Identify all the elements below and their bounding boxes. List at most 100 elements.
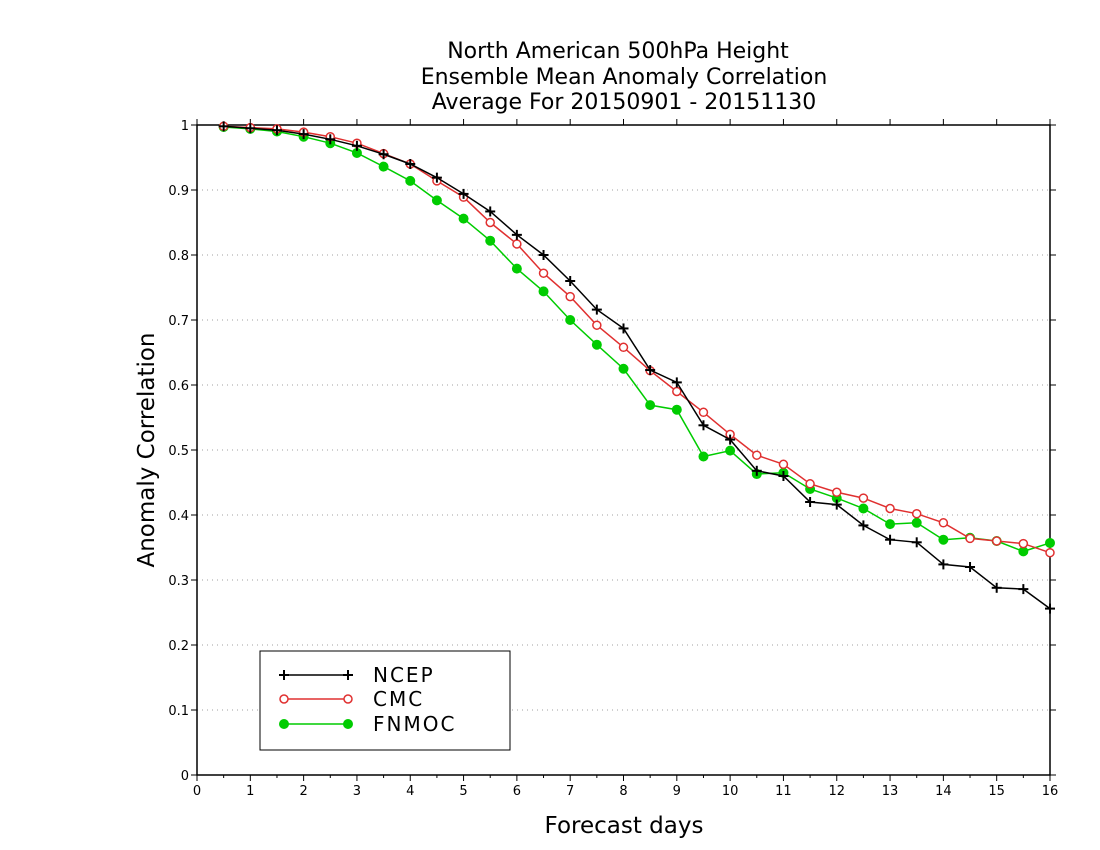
data-point-ncep [858, 520, 869, 531]
data-point-ncep [485, 206, 496, 217]
series-cmc [218, 121, 1055, 558]
series-ncep [218, 121, 1055, 614]
x-tick-label: 7 [566, 784, 574, 799]
data-point-cmc [592, 320, 602, 330]
legend-marker-fnmoc [343, 719, 353, 729]
y-axis-label: Anomaly Correlation [134, 332, 160, 567]
data-point-ncep [725, 434, 736, 445]
x-tick-label: 14 [935, 784, 952, 799]
data-point-cmc [485, 217, 495, 228]
series-line-ncep [223, 125, 1051, 610]
series-fnmoc [218, 121, 1055, 557]
legend-entry-fnmoc: FNMOC [279, 712, 456, 736]
data-point-ncep [698, 420, 709, 431]
data-point-cmc [1018, 538, 1029, 549]
data-point-ncep [298, 129, 309, 140]
x-tick-label: 8 [619, 784, 627, 799]
legend-entry-ncep: NCEP [279, 663, 435, 687]
data-point-fnmoc [511, 263, 522, 274]
legend-label-cmc: CMC [373, 687, 424, 711]
x-tick-label: 11 [775, 784, 792, 799]
legend-marker-cmc [343, 694, 353, 704]
data-point-ncep [645, 365, 656, 376]
data-point-fnmoc [565, 315, 576, 325]
data-point-ncep [218, 121, 229, 132]
data-point-ncep [458, 188, 469, 199]
x-axis-label: Forecast days [545, 813, 704, 839]
data-point-cmc [752, 450, 762, 460]
y-tick-label: 0.9 [168, 184, 189, 199]
data-point-fnmoc [645, 400, 656, 411]
data-point-ncep [325, 134, 336, 145]
legend-marker-cmc [279, 694, 289, 704]
series-line-fnmoc [223, 126, 1051, 553]
y-tick-label: 0.2 [168, 639, 189, 654]
data-point-cmc [832, 487, 842, 497]
data-point-fnmoc [405, 175, 416, 186]
data-point-cmc [698, 407, 709, 418]
data-point-ncep [351, 140, 362, 151]
x-tick-label: 5 [459, 784, 467, 799]
data-point-fnmoc [911, 517, 922, 528]
chart-title: North American 500hPa Height Ensemble Me… [421, 39, 828, 115]
legend-marker-ncep [279, 670, 289, 680]
data-point-fnmoc [885, 519, 896, 530]
data-point-ncep [991, 582, 1002, 593]
data-point-ncep [511, 229, 522, 240]
data-point-ncep [565, 276, 576, 286]
title-line-1: North American 500hPa Height [447, 39, 789, 64]
data-point-ncep [1018, 584, 1029, 595]
y-tick-label: 0.5 [168, 444, 189, 459]
y-tick-label: 0.1 [168, 704, 189, 719]
data-point-cmc [938, 518, 949, 528]
data-point-fnmoc [725, 445, 736, 456]
title-line-2: Ensemble Mean Anomaly Correlation [421, 65, 828, 90]
data-point-ncep [271, 125, 282, 136]
y-tick-label: 0.7 [168, 314, 189, 329]
data-point-ncep [405, 159, 416, 169]
data-point-cmc [885, 503, 895, 514]
data-point-fnmoc [458, 213, 469, 224]
legend-label-fnmoc: FNMOC [373, 712, 456, 736]
legend-marker-fnmoc [279, 719, 289, 729]
data-point-cmc [911, 508, 922, 519]
data-point-ncep [831, 499, 842, 510]
x-tick-label: 12 [828, 784, 845, 799]
data-point-fnmoc [378, 161, 389, 172]
data-point-cmc [672, 386, 682, 397]
y-tick-label: 0.8 [168, 249, 189, 264]
data-point-cmc [538, 268, 549, 278]
legend-box [259, 650, 511, 751]
title-line-3: Average For 20150901 - 20151130 [432, 90, 817, 115]
legend-label-ncep: NCEP [373, 663, 435, 687]
legend-entry-cmc: CMC [279, 687, 424, 711]
data-point-ncep [431, 172, 442, 183]
y-tick-label: 0.6 [168, 379, 189, 394]
data-point-cmc [1045, 547, 1055, 558]
data-point-ncep [618, 323, 629, 334]
data-point-ncep [591, 304, 602, 315]
y-tick-label: 0.4 [168, 509, 189, 524]
x-tick-label: 16 [1042, 784, 1059, 799]
data-point-ncep [1045, 603, 1055, 614]
data-point-fnmoc [538, 286, 549, 297]
data-point-fnmoc [671, 404, 682, 415]
x-tick-label: 13 [882, 784, 899, 799]
data-point-ncep [378, 149, 389, 160]
x-axis: 0 1 2 3 4 5 6 7 8 9 10 11 12 13 14 15 16 [193, 119, 1058, 799]
legend-marker-ncep [343, 670, 353, 680]
data-point-cmc [805, 479, 815, 489]
data-point-ncep [911, 537, 922, 548]
data-point-cmc [965, 533, 975, 544]
data-point-ncep [885, 534, 896, 545]
data-point-ncep [778, 471, 789, 481]
data-point-cmc [991, 536, 1002, 546]
x-tick-label: 0 [193, 784, 201, 799]
data-point-fnmoc [858, 503, 869, 514]
data-point-cmc [858, 493, 869, 503]
x-tick-label: 3 [353, 784, 361, 799]
data-point-cmc [565, 291, 575, 302]
